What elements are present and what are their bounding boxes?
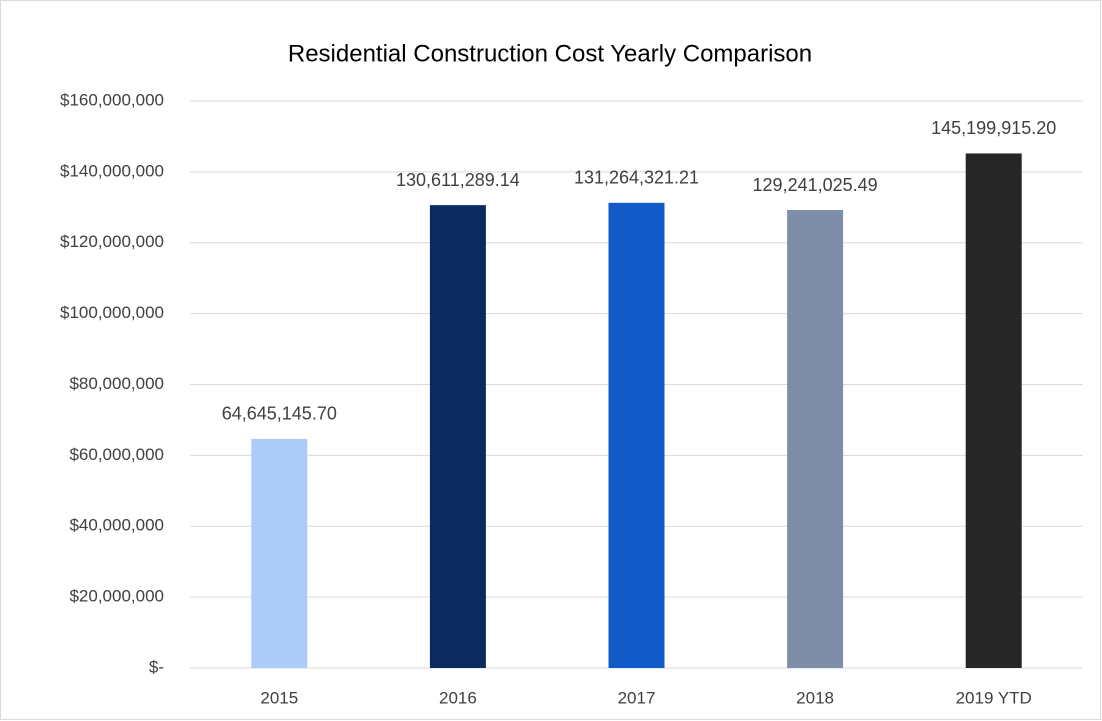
bar <box>787 210 844 668</box>
data-label: 64,645,145.70 <box>222 404 337 424</box>
x-tick-label: 2017 <box>618 688 656 707</box>
bar <box>251 438 308 668</box>
x-tick-label: 2018 <box>796 688 834 707</box>
data-label: 129,241,025.49 <box>753 175 878 195</box>
bar <box>429 205 486 668</box>
x-tick-label: 2015 <box>260 688 298 707</box>
y-tick-label: $80,000,000 <box>69 374 164 393</box>
x-tick-label: 2019 YTD <box>956 688 1032 707</box>
data-label: 145,199,915.20 <box>931 118 1056 138</box>
data-label: 131,264,321.21 <box>574 168 699 188</box>
x-tick-label: 2016 <box>439 688 477 707</box>
y-tick-label: $20,000,000 <box>69 587 164 606</box>
y-tick-label: $160,000,000 <box>60 90 164 109</box>
bar <box>965 153 1022 668</box>
data-label: 130,611,289.14 <box>396 170 520 190</box>
y-tick-label: $- <box>149 657 164 676</box>
y-tick-label: $60,000,000 <box>69 445 164 464</box>
y-tick-label: $120,000,000 <box>60 232 164 251</box>
y-tick-label: $140,000,000 <box>60 161 164 180</box>
y-tick-label: $100,000,000 <box>60 303 164 322</box>
chart-title: Residential Construction Cost Yearly Com… <box>288 40 812 67</box>
y-tick-label: $40,000,000 <box>69 516 164 535</box>
bar <box>608 202 665 668</box>
